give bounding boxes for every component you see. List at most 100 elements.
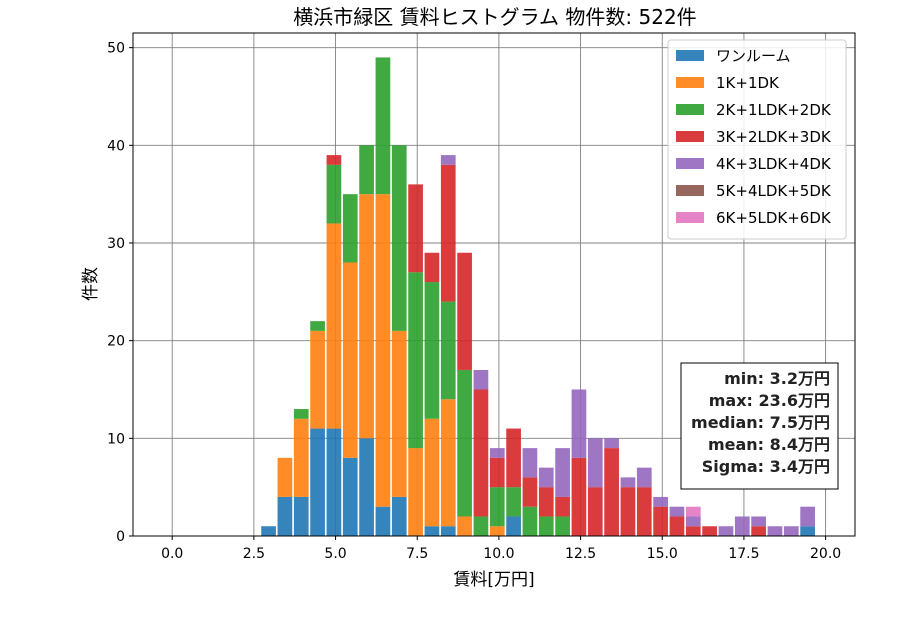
- bar-segment: [620, 477, 636, 488]
- bar-segment: [555, 516, 570, 536]
- bar-segment: [718, 526, 734, 536]
- bar-segment: [326, 164, 342, 224]
- x-tick-label: 12.5: [565, 546, 596, 562]
- x-ticks: 0.0 2.5 5.0 7.5 10.0 12.5 15.0 17.5 20.0: [161, 536, 841, 562]
- bar-segment: [751, 516, 766, 527]
- y-ticks: 0 10 20 30 40 50: [107, 41, 133, 545]
- bar-segment: [342, 262, 358, 458]
- legend-label: 6K+5LDK+6DK: [716, 209, 832, 227]
- legend-frame: [667, 39, 847, 240]
- y-axis-label: 件数: [81, 267, 101, 301]
- legend-swatch: [676, 50, 704, 61]
- bar-segment: [457, 516, 472, 536]
- bar-segment: [489, 487, 505, 527]
- bar-segment: [669, 516, 685, 536]
- bar-segment: [359, 194, 374, 439]
- y-tick-label: 0: [116, 529, 125, 545]
- bar-segment: [489, 448, 505, 458]
- bar-segment: [359, 438, 374, 536]
- bar-segment: [636, 487, 652, 536]
- bar-segment: [604, 448, 619, 536]
- legend-label: 3K+2LDK+3DK: [716, 128, 832, 146]
- x-tick-label: 20.0: [810, 546, 841, 562]
- legend-label: 2K+1LDK+2DK: [716, 101, 832, 119]
- bar-segment: [261, 526, 276, 536]
- bar-segment: [653, 506, 668, 536]
- bar-segment: [375, 194, 391, 507]
- bar-segment: [424, 526, 440, 536]
- y-tick-label: 30: [107, 236, 125, 252]
- legend-swatch: [676, 77, 704, 88]
- bar-segment: [522, 477, 538, 507]
- y-tick-label: 10: [107, 431, 125, 447]
- bar-segment: [555, 496, 570, 517]
- y-tick-label: 20: [107, 334, 125, 350]
- bar-segment: [424, 282, 440, 419]
- bar-segment: [506, 516, 521, 536]
- bar-segment: [293, 409, 309, 419]
- bars: [261, 57, 815, 536]
- bar-segment: [473, 516, 489, 536]
- bar-segment: [489, 526, 505, 536]
- bar-segment: [473, 369, 489, 390]
- y-tick-label: 50: [107, 41, 125, 57]
- bar-segment: [408, 184, 423, 273]
- stats-line: min: 3.2万円: [724, 369, 830, 388]
- plot-frame: [132, 32, 856, 537]
- bar-segment: [293, 496, 309, 536]
- x-tick-label: 5.0: [324, 546, 346, 562]
- bar-segment: [800, 506, 815, 527]
- bar-segment: [424, 418, 440, 527]
- bar-segment: [685, 516, 701, 527]
- bar-segment: [489, 457, 505, 488]
- x-tick-label: 17.5: [728, 546, 759, 562]
- bar-segment: [326, 223, 342, 429]
- bar-segment: [342, 457, 358, 536]
- chart-title: 横浜市緑区 賃料ヒストグラム 物件数: 522件: [293, 5, 696, 29]
- bar-segment: [375, 506, 391, 536]
- stats-line: max: 23.6万円: [709, 391, 830, 410]
- bar-segment: [800, 526, 815, 536]
- bar-segment: [359, 145, 374, 195]
- bar-segment: [326, 155, 342, 165]
- bar-segment: [636, 467, 652, 488]
- legend-label: ワンルーム: [716, 47, 791, 65]
- bar-segment: [555, 448, 570, 497]
- x-tick-label: 0.0: [161, 546, 183, 562]
- x-axis-label: 賃料[万円]: [453, 570, 534, 590]
- bar-segment: [685, 526, 701, 536]
- bar-segment: [783, 526, 799, 536]
- bar-segment: [473, 389, 489, 517]
- stats-line: mean: 8.4万円: [708, 435, 830, 454]
- legend-label: 1K+1DK: [716, 74, 780, 92]
- bar-segment: [571, 389, 587, 458]
- stats-box: min: 3.2万円 max: 23.6万円 median: 7.5万円 mean: …: [680, 362, 839, 490]
- bar-segment: [391, 496, 407, 536]
- bar-segment: [440, 301, 456, 400]
- bar-segment: [538, 487, 554, 517]
- bar-segment: [669, 506, 685, 517]
- bar-segment: [424, 252, 440, 283]
- x-tick-label: 7.5: [406, 546, 428, 562]
- bar-segment: [408, 272, 423, 449]
- bar-segment: [587, 487, 603, 536]
- bar-segment: [440, 164, 456, 302]
- legend-swatch: [676, 131, 704, 142]
- bar-segment: [751, 526, 766, 536]
- bar-segment: [620, 487, 636, 536]
- bar-segment: [277, 457, 293, 497]
- y-tick-label: 40: [107, 138, 125, 154]
- stats-line: median: 7.5万円: [691, 413, 830, 432]
- legend-swatch: [676, 158, 704, 169]
- legend-swatch: [676, 185, 704, 196]
- x-tick-label: 10.0: [483, 546, 514, 562]
- bar-segment: [440, 526, 456, 536]
- legend-label: 5K+4LDK+5DK: [716, 182, 832, 200]
- bar-segment: [685, 506, 701, 517]
- bar-segment: [604, 438, 619, 449]
- bar-segment: [375, 57, 391, 195]
- bar-segment: [506, 428, 521, 488]
- bar-segment: [293, 418, 309, 497]
- bar-segment: [310, 330, 325, 429]
